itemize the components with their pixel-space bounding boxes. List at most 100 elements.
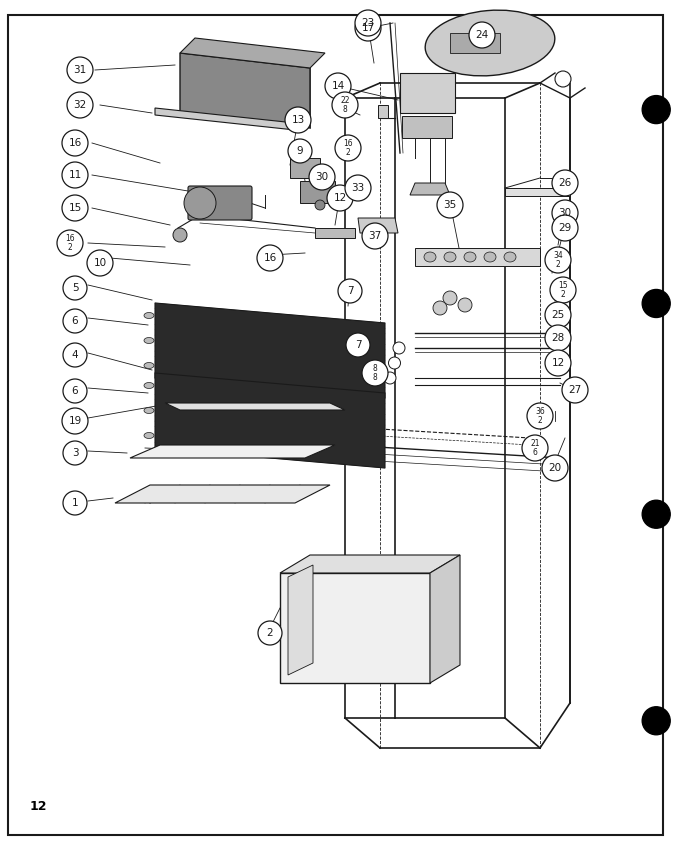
Ellipse shape xyxy=(484,252,496,262)
Circle shape xyxy=(63,343,87,367)
Text: 7: 7 xyxy=(355,340,361,350)
Circle shape xyxy=(62,195,88,221)
Circle shape xyxy=(63,309,87,333)
Circle shape xyxy=(545,247,571,273)
Text: 30: 30 xyxy=(558,208,572,218)
Circle shape xyxy=(67,57,93,83)
Text: 37: 37 xyxy=(369,231,381,241)
Text: 8
8: 8 8 xyxy=(373,364,377,382)
Circle shape xyxy=(545,325,571,351)
Text: 19: 19 xyxy=(69,416,82,426)
Ellipse shape xyxy=(144,337,154,343)
Circle shape xyxy=(642,706,670,735)
Text: 25: 25 xyxy=(551,310,564,320)
Circle shape xyxy=(335,135,361,161)
Text: 33: 33 xyxy=(352,183,364,193)
Polygon shape xyxy=(288,565,313,675)
Text: 10: 10 xyxy=(93,258,107,268)
Polygon shape xyxy=(410,183,450,195)
Circle shape xyxy=(443,291,457,305)
Text: 6: 6 xyxy=(71,386,78,396)
Text: 9: 9 xyxy=(296,146,303,156)
Circle shape xyxy=(355,10,381,36)
Text: 17: 17 xyxy=(361,23,375,33)
Ellipse shape xyxy=(144,407,154,414)
Text: 21
6: 21 6 xyxy=(530,439,540,457)
Polygon shape xyxy=(155,373,385,468)
Circle shape xyxy=(315,200,325,210)
Circle shape xyxy=(545,302,571,328)
Bar xyxy=(402,116,452,138)
Text: 16: 16 xyxy=(263,253,277,263)
Circle shape xyxy=(62,162,88,188)
Text: 12: 12 xyxy=(333,193,347,203)
Ellipse shape xyxy=(144,383,154,389)
Circle shape xyxy=(62,408,88,434)
Text: 31: 31 xyxy=(73,65,86,75)
Circle shape xyxy=(362,223,388,249)
Circle shape xyxy=(355,15,381,41)
Circle shape xyxy=(550,277,576,303)
Polygon shape xyxy=(430,555,460,683)
Polygon shape xyxy=(155,108,295,130)
Text: 13: 13 xyxy=(291,115,305,125)
Polygon shape xyxy=(415,248,540,266)
Text: 36
2: 36 2 xyxy=(535,407,545,425)
Circle shape xyxy=(257,245,283,271)
Polygon shape xyxy=(115,485,330,503)
Text: 12: 12 xyxy=(30,800,48,813)
Circle shape xyxy=(384,372,396,384)
Polygon shape xyxy=(315,228,355,238)
Circle shape xyxy=(57,230,83,256)
Ellipse shape xyxy=(444,252,456,262)
Circle shape xyxy=(362,360,388,386)
Circle shape xyxy=(433,301,447,315)
Circle shape xyxy=(437,192,463,218)
Ellipse shape xyxy=(144,432,154,438)
Circle shape xyxy=(562,377,588,403)
Circle shape xyxy=(338,279,362,303)
Text: 26: 26 xyxy=(558,178,572,188)
Circle shape xyxy=(87,250,113,276)
Circle shape xyxy=(345,175,371,201)
Polygon shape xyxy=(155,303,385,398)
Text: 32: 32 xyxy=(73,100,86,110)
Text: 16
2: 16 2 xyxy=(343,139,353,157)
Bar xyxy=(450,33,500,53)
Circle shape xyxy=(63,491,87,515)
Text: 34
2: 34 2 xyxy=(553,251,563,269)
Text: 20: 20 xyxy=(549,463,562,473)
Circle shape xyxy=(642,500,670,529)
Circle shape xyxy=(552,215,578,241)
Text: 14: 14 xyxy=(331,81,345,91)
Circle shape xyxy=(393,342,405,354)
Text: 27: 27 xyxy=(568,385,581,395)
Text: 7: 7 xyxy=(347,286,354,296)
Polygon shape xyxy=(358,218,398,233)
Text: 4: 4 xyxy=(71,350,78,360)
Circle shape xyxy=(327,185,353,211)
Circle shape xyxy=(522,435,548,461)
Text: 5: 5 xyxy=(71,283,78,293)
Circle shape xyxy=(458,298,472,312)
Polygon shape xyxy=(280,573,430,683)
Ellipse shape xyxy=(424,252,436,262)
Circle shape xyxy=(309,164,335,190)
Text: 2: 2 xyxy=(267,628,273,638)
Circle shape xyxy=(325,73,351,99)
Text: 22
8: 22 8 xyxy=(340,96,350,114)
Ellipse shape xyxy=(144,362,154,368)
Polygon shape xyxy=(130,445,335,458)
Text: 30: 30 xyxy=(316,172,328,182)
Text: 11: 11 xyxy=(69,170,82,180)
Circle shape xyxy=(542,455,568,481)
Circle shape xyxy=(552,170,578,196)
Circle shape xyxy=(67,92,93,118)
Bar xyxy=(400,73,455,113)
Polygon shape xyxy=(180,53,310,128)
Text: 15
2: 15 2 xyxy=(558,282,568,298)
Ellipse shape xyxy=(504,252,516,262)
Circle shape xyxy=(552,200,578,226)
Circle shape xyxy=(288,139,312,163)
Text: 3: 3 xyxy=(71,448,78,458)
